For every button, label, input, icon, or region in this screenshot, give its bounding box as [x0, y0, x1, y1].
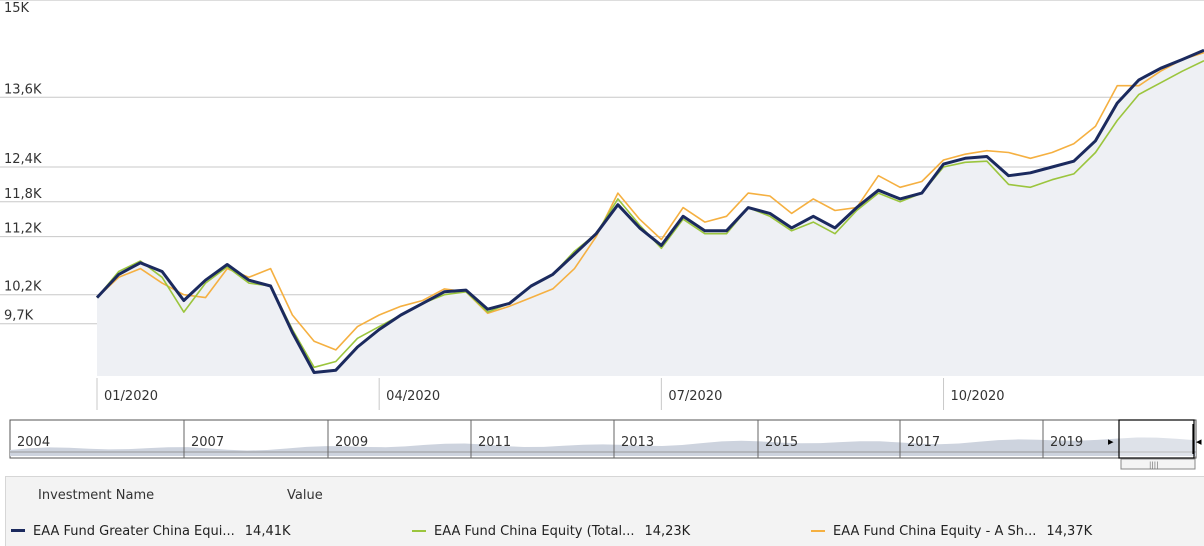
area-under-series: [97, 50, 1204, 377]
navigator-year-label: 2007: [191, 435, 224, 450]
navigator-year-label: 2004: [17, 435, 50, 450]
legend-item-name: EAA Fund China Equity - A Sh...: [833, 524, 1037, 539]
x-tick-label: 10/2020: [951, 389, 1005, 404]
y-tick-label: 9,7K: [4, 309, 34, 324]
y-tick-label: 10,2K: [4, 280, 42, 295]
legend-swatch: [412, 529, 426, 532]
y-tick-label: 11,8K: [4, 187, 42, 202]
legend-swatch: [811, 529, 825, 532]
y-tick-label: 11,2K: [4, 222, 42, 237]
legend-item-value: 14,23K: [644, 524, 691, 539]
area-fill: [97, 50, 1204, 377]
y-tick-label: 15K: [4, 1, 30, 16]
navigator-year-label: 2009: [335, 435, 368, 450]
navigator-year-label: 2017: [907, 435, 940, 450]
series-line-china-ashare: [96, 51, 1204, 351]
x-tick-label: 07/2020: [668, 389, 722, 404]
y-tick-label: 12,4K: [4, 152, 42, 167]
legend-header-name: Investment Name: [38, 488, 155, 503]
series-lines: [95, 48, 1204, 374]
navigator-scrollbar-thumb[interactable]: [1120, 458, 1196, 470]
legend-item-china-total[interactable]: EAA Fund China Equity (Total... 14,23K: [412, 524, 690, 539]
y-axis-ticks: 15K 13,6K 12,4K 11,8K 11,2K 10,2K 9,7K: [4, 1, 42, 324]
legend-panel: Investment Name Value EAA Fund Greater C…: [5, 476, 1204, 546]
legend-item-name: EAA Fund China Equity (Total...: [434, 524, 635, 539]
navigator-year-label: 2011: [478, 435, 511, 450]
line-chart: 15K 13,6K 12,4K 11,8K 11,2K 10,2K 9,7K 01/2020…: [0, 0, 1204, 470]
navigator-year-label: 2019: [1050, 435, 1083, 450]
legend-header-value: Value: [287, 488, 323, 503]
legend-item-greater-china[interactable]: EAA Fund Greater China Equi... 14,41K: [11, 524, 291, 539]
x-tick-label: 01/2020: [104, 389, 158, 404]
range-navigator: 2004 2007 2009 2011 2013 2015 2017 2019 ▸ ◂ ||||: [9, 419, 1202, 470]
navigator-handle-left-arrow-icon[interactable]: ◂: [1196, 435, 1202, 448]
legend-item-value: 14,41K: [244, 524, 291, 539]
legend-swatch: [11, 529, 25, 532]
navigator-selection-window[interactable]: [1118, 419, 1195, 459]
grip-icon: ||||: [1149, 461, 1158, 469]
navigator-year-label: 2015: [765, 435, 798, 450]
navigator-year-label: 2013: [621, 435, 654, 450]
navigator-handle-right-arrow-icon[interactable]: ▸: [1108, 435, 1114, 448]
legend-item-china-ashare[interactable]: EAA Fund China Equity - A Sh... 14,37K: [811, 524, 1092, 539]
series-line-greater-china: [95, 48, 1204, 374]
x-tick-label: 04/2020: [386, 389, 440, 404]
legend-item-name: EAA Fund Greater China Equi...: [33, 524, 235, 539]
legend-item-value: 14,37K: [1046, 524, 1093, 539]
y-tick-label: 13,6K: [4, 82, 42, 97]
